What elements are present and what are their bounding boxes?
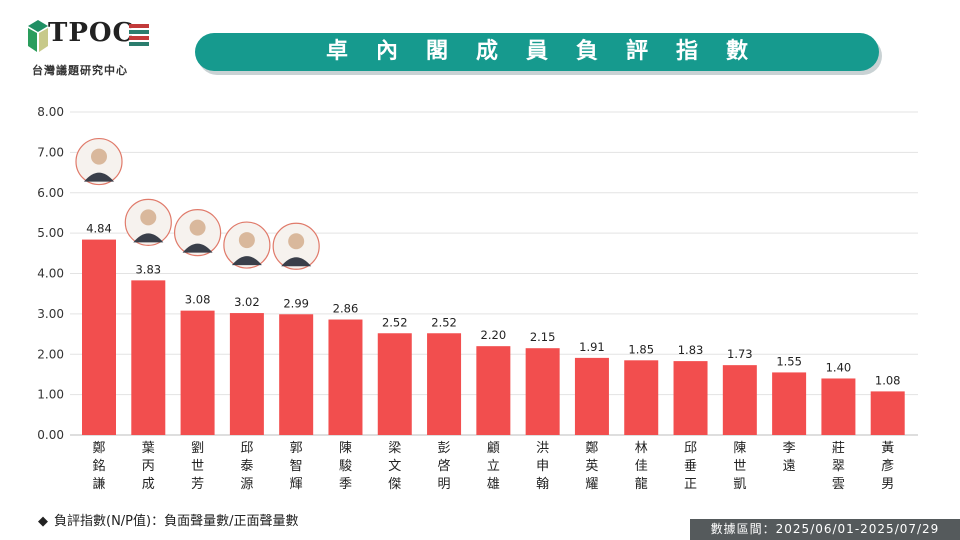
data-label: 1.40 xyxy=(826,360,852,374)
x-tick-label: 邱垂正 xyxy=(684,441,697,492)
portrait-avatar xyxy=(75,137,123,186)
x-tick-label: 郭智輝 xyxy=(290,440,303,492)
bar xyxy=(476,346,511,435)
avatar-head xyxy=(189,219,206,236)
avatar-head xyxy=(91,148,107,165)
data-label: 3.83 xyxy=(135,262,161,276)
data-label: 3.08 xyxy=(185,293,211,307)
x-tick-label: 鄭銘謙 xyxy=(92,441,105,492)
bar xyxy=(574,357,609,435)
y-tick-label: 8.00 xyxy=(37,105,64,119)
y-tick-label: 2.00 xyxy=(37,347,64,361)
diamond-icon: ◆ xyxy=(38,514,48,529)
data-label: 2.52 xyxy=(431,315,457,329)
avatar-head xyxy=(238,232,255,249)
avatar-body xyxy=(231,256,262,266)
bar xyxy=(229,313,264,435)
footnote: ◆ 負評指數(N/P值)：負面聲量數/正面聲量數 xyxy=(38,510,298,529)
data-label: 1.73 xyxy=(727,347,753,361)
bar xyxy=(870,391,905,435)
x-tick-label: 邱泰源 xyxy=(240,441,253,492)
data-label: 2.15 xyxy=(530,330,556,344)
x-tick-label: 洪申翰 xyxy=(536,441,549,492)
data-label: 1.08 xyxy=(875,373,901,387)
data-label: 2.20 xyxy=(481,328,507,342)
y-tick-label: 0.00 xyxy=(37,428,64,442)
bar xyxy=(427,333,462,435)
y-tick-label: 4.00 xyxy=(37,267,64,281)
logo-subtitle: 台灣議題研究中心 xyxy=(32,64,128,77)
avatar-body xyxy=(281,257,312,267)
logo-mark-icon xyxy=(28,20,48,52)
data-label: 1.85 xyxy=(628,342,654,356)
date-range-badge: 數據區間：2025/06/01-2025/07/29 xyxy=(690,519,960,540)
avatar-head xyxy=(288,233,305,250)
y-tick-label: 6.00 xyxy=(37,186,64,200)
x-tick-label: 梁文傑 xyxy=(388,441,401,492)
bar xyxy=(722,365,757,435)
bar xyxy=(328,319,363,435)
portrait-avatar xyxy=(223,221,271,269)
x-tick-label: 莊翠雲 xyxy=(832,441,845,492)
y-tick-label: 1.00 xyxy=(37,388,64,402)
x-tick-label: 李遠 xyxy=(783,441,796,474)
data-label: 2.99 xyxy=(283,296,309,310)
x-tick-label: 陳世凱 xyxy=(733,441,746,492)
bar xyxy=(82,239,116,435)
bar xyxy=(180,310,215,435)
bar xyxy=(377,333,412,435)
portrait-avatar xyxy=(124,198,172,246)
y-tick-label: 3.00 xyxy=(37,307,64,321)
x-tick-label: 葉丙成 xyxy=(142,441,155,492)
x-tick-label: 黃彥男 xyxy=(881,441,894,492)
tpoc-logo: TPOC 台灣議題研究中心 xyxy=(26,18,176,84)
x-tick-label: 彭啓明 xyxy=(438,441,451,492)
data-label: 4.84 xyxy=(86,222,112,236)
bar xyxy=(772,372,807,435)
avatar-body xyxy=(84,172,114,182)
data-label: 1.91 xyxy=(579,340,605,354)
portrait-avatar xyxy=(272,222,320,270)
x-tick-label: 劉世芳 xyxy=(191,441,204,492)
page-title: 卓內閣成員負評指數 xyxy=(195,33,879,71)
avatar-head xyxy=(140,209,157,226)
avatar-body xyxy=(133,233,164,243)
avatar-body xyxy=(182,243,213,253)
footnote-text: 負評指數(N/P值)：負面聲量數/正面聲量數 xyxy=(54,514,299,529)
bar xyxy=(131,280,166,435)
y-tick-label: 5.00 xyxy=(37,226,64,240)
data-label: 1.83 xyxy=(678,343,704,357)
portrait-avatar xyxy=(173,209,222,257)
data-label: 2.52 xyxy=(382,315,408,329)
data-label: 3.02 xyxy=(234,295,260,309)
bar xyxy=(673,361,708,435)
bar xyxy=(525,348,560,435)
y-tick-label: 7.00 xyxy=(37,145,64,159)
bar xyxy=(624,360,659,435)
x-tick-label: 顧立雄 xyxy=(487,441,500,492)
logo-stripes-icon xyxy=(129,24,149,46)
x-tick-label: 林佳龍 xyxy=(635,441,648,492)
bar xyxy=(279,314,314,435)
logo-text: TPOC xyxy=(48,18,135,48)
bar xyxy=(821,378,856,435)
x-tick-label: 鄭英耀 xyxy=(585,441,598,492)
data-label: 2.86 xyxy=(333,302,359,316)
x-tick-label: 陳駿季 xyxy=(339,441,352,492)
data-label: 1.55 xyxy=(776,354,802,368)
